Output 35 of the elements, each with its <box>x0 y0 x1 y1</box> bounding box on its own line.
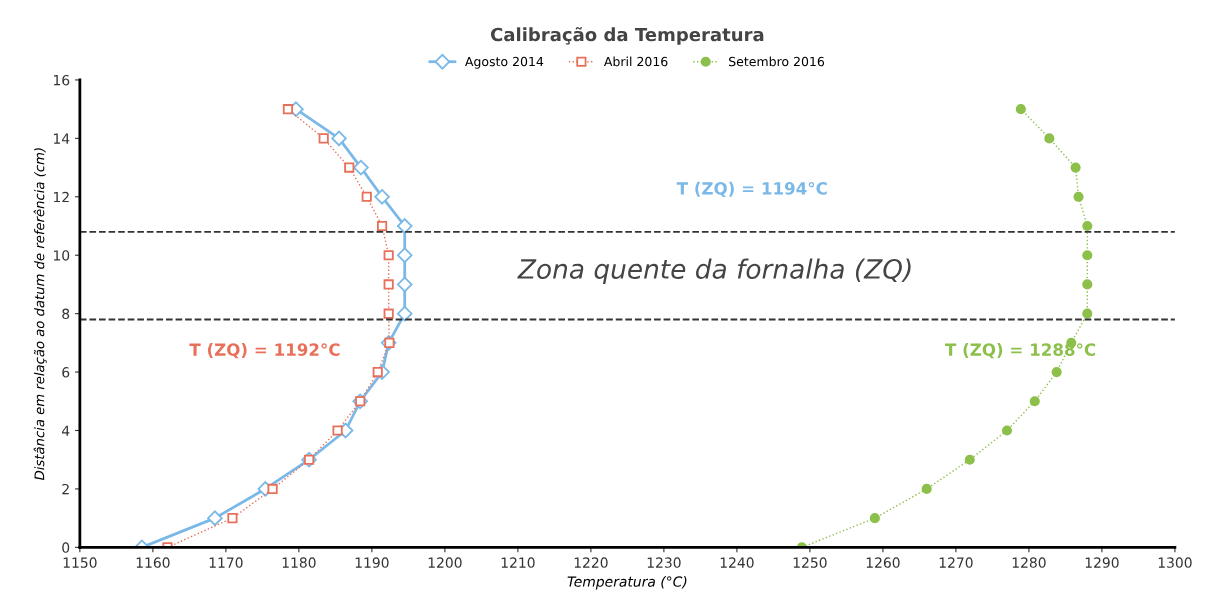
x-tick-label: 1230 <box>647 557 681 568</box>
x-tick-label: 1180 <box>282 557 316 568</box>
y-tick-label: 6 <box>62 367 70 378</box>
chart-title: Calibração da Temperatura <box>490 27 764 45</box>
legend-label: Abril 2016 <box>603 56 668 67</box>
y-tick-label: 16 <box>53 74 70 86</box>
y-tick-label: 8 <box>62 308 70 320</box>
legend-label: Setembro 2016 <box>729 56 825 67</box>
x-tick-label: 1170 <box>209 557 243 568</box>
x-tick-label: 1290 <box>1085 557 1119 568</box>
annotation: T (ZQ) = 1192°C <box>189 343 340 359</box>
y-tick-label: 2 <box>62 483 69 495</box>
y-tick-label: 4 <box>61 425 70 436</box>
x-tick-label: 1280 <box>1012 557 1046 568</box>
x-tick-label: 1210 <box>501 557 535 568</box>
x-tick-label: 1190 <box>355 557 389 568</box>
annotation: Zona quente da fornalha (ZQ) <box>517 258 911 285</box>
x-tick-label: 1260 <box>866 557 900 568</box>
annotation: T (ZQ) = 1288°C <box>945 343 1096 359</box>
x-tick-label: 1250 <box>793 557 827 568</box>
x-tick-label: 1270 <box>939 557 973 568</box>
y-axis-title: Distância em relação ao datum de referência (cm) <box>33 148 47 481</box>
x-tick-label: 1220 <box>574 557 608 568</box>
x-tick-label: 1200 <box>428 557 462 568</box>
x-axis-title: Temperatura (°C) <box>567 576 687 590</box>
y-tick-label: 12 <box>53 191 69 203</box>
annotation: T (ZQ) = 1194°C <box>676 181 827 197</box>
x-tick-label: 1300 <box>1158 557 1192 568</box>
y-tick-label: 14 <box>53 133 70 144</box>
y-tick-label: 0 <box>62 542 70 553</box>
x-tick-label: 1160 <box>136 557 170 568</box>
y-tick-label: 10 <box>53 250 70 261</box>
x-tick-label: 1150 <box>63 557 97 568</box>
legend-label: Agosto 2014 <box>465 56 544 69</box>
x-tick-label: 1240 <box>720 557 754 568</box>
